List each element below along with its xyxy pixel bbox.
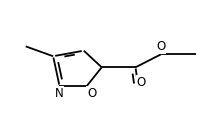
Text: O: O xyxy=(156,40,165,53)
Text: O: O xyxy=(137,76,146,89)
Text: N: N xyxy=(55,87,64,100)
Text: O: O xyxy=(87,87,96,100)
